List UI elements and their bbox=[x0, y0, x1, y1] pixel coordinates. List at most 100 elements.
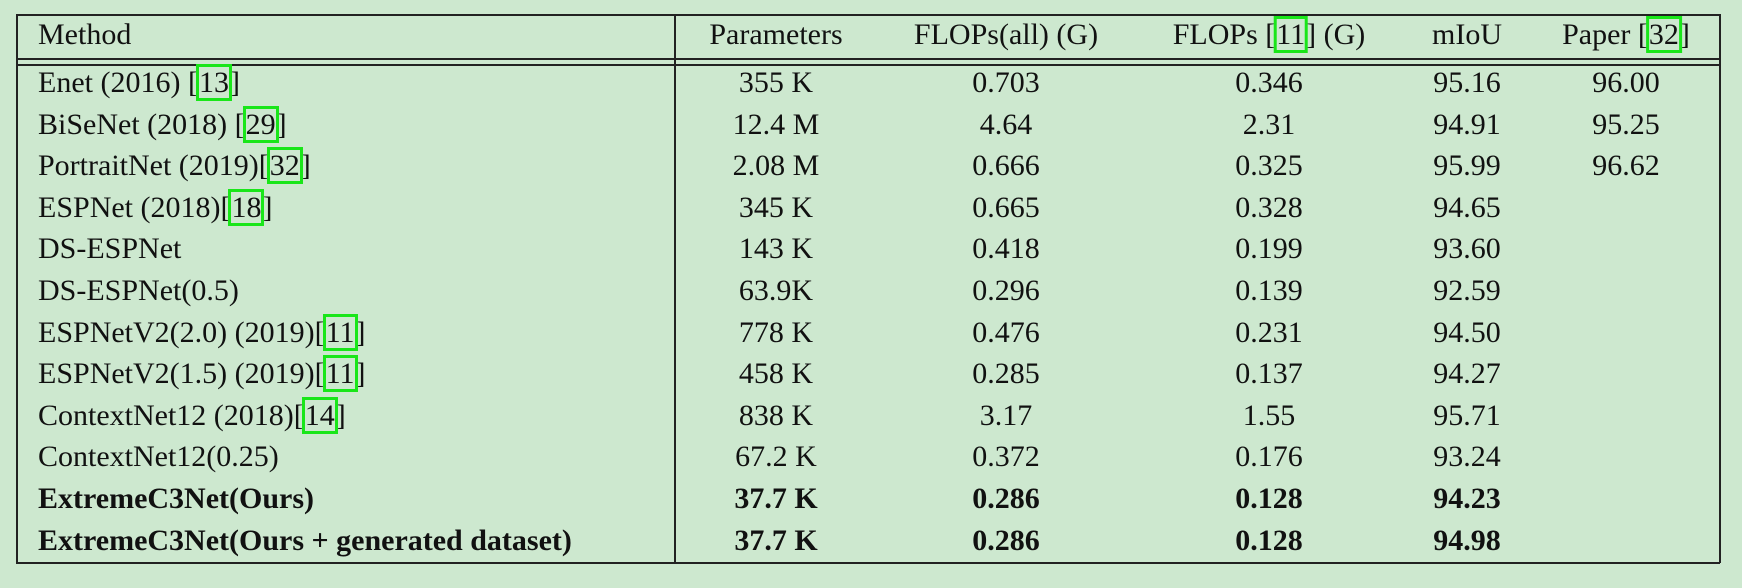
table-cell: ContextNet12(0.25) bbox=[38, 440, 279, 474]
text: ContextNet12 (2018)[ bbox=[38, 398, 304, 432]
rule bbox=[16, 14, 1720, 16]
table-cell: 94.23 bbox=[1433, 482, 1501, 515]
table-cell: 94.91 bbox=[1433, 107, 1501, 141]
table-cell: 0.128 bbox=[1235, 482, 1303, 515]
table-cell: 95.16 bbox=[1433, 66, 1501, 99]
text: Enet (2016) [ bbox=[38, 66, 198, 99]
table-cell: 0.139 bbox=[1235, 274, 1303, 307]
table-cell: 0.328 bbox=[1235, 190, 1303, 224]
citation: 11 bbox=[322, 355, 358, 393]
text: ESPNet (2018)[ bbox=[38, 190, 231, 224]
text: ] bbox=[300, 149, 311, 183]
table-cell: 94.50 bbox=[1433, 315, 1501, 349]
header-cell: FLOPs [11] (G) bbox=[1172, 16, 1366, 53]
table-cell: 2.08 M bbox=[732, 149, 820, 183]
text: FLOPs [ bbox=[1172, 18, 1276, 51]
table-cell: 778 K bbox=[738, 315, 814, 349]
citation: 11 bbox=[1273, 16, 1309, 53]
table-cell: ContextNet12 (2018)[14] bbox=[38, 396, 346, 434]
header-cell: Parameters bbox=[709, 18, 843, 51]
citation: 13 bbox=[195, 64, 232, 101]
table-cell: Enet (2016) [13] bbox=[38, 64, 240, 101]
header-cell: Method bbox=[38, 18, 132, 51]
citation: 11 bbox=[322, 313, 358, 351]
table-cell: 0.372 bbox=[972, 440, 1040, 474]
table-cell: BiSeNet (2018) [29] bbox=[38, 105, 287, 143]
table-cell: 0.665 bbox=[972, 190, 1040, 224]
text: PortraitNet (2019)[ bbox=[38, 149, 269, 183]
table-cell: 0.325 bbox=[1235, 149, 1303, 183]
table-cell: 67.2 K bbox=[735, 440, 817, 474]
table-cell: 0.703 bbox=[972, 66, 1040, 99]
citation: 14 bbox=[301, 396, 338, 434]
table-cell: 0.231 bbox=[1235, 315, 1303, 349]
rule bbox=[674, 14, 676, 563]
rule bbox=[16, 562, 1720, 564]
table-cell: DS-ESPNet bbox=[38, 232, 182, 266]
table-cell: 95.25 bbox=[1592, 107, 1660, 141]
table-cell: 355 K bbox=[738, 66, 814, 99]
header-cell: FLOPs(all) (G) bbox=[913, 18, 1099, 51]
table-cell: 0.199 bbox=[1235, 232, 1303, 266]
table-cell: ExtremeC3Net(Ours) bbox=[38, 482, 315, 515]
text: ] bbox=[1679, 18, 1690, 51]
citation: 29 bbox=[242, 105, 279, 143]
table-cell: 0.418 bbox=[972, 232, 1040, 266]
table-cell: 0.128 bbox=[1235, 523, 1303, 557]
table-cell: 2.31 bbox=[1242, 107, 1296, 141]
header-cell: mIoU bbox=[1432, 18, 1502, 51]
table-cell: 37.7 K bbox=[734, 523, 818, 557]
table-cell: 0.137 bbox=[1235, 357, 1303, 391]
table-cell: 143 K bbox=[738, 232, 814, 266]
table-cell: 0.286 bbox=[972, 482, 1040, 515]
table-cell: ESPNet (2018)[18] bbox=[38, 188, 273, 226]
table-cell: 93.60 bbox=[1433, 232, 1501, 266]
table-cell: 95.71 bbox=[1433, 398, 1501, 432]
table-cell: 94.65 bbox=[1433, 190, 1501, 224]
table-cell: 4.64 bbox=[979, 107, 1033, 141]
citation: 32 bbox=[1645, 16, 1682, 53]
citation: 32 bbox=[266, 147, 303, 185]
table-cell: 0.346 bbox=[1235, 66, 1303, 99]
table-cell: 0.476 bbox=[972, 315, 1040, 349]
rule bbox=[1719, 14, 1721, 563]
table-cell: 345 K bbox=[738, 190, 814, 224]
rule bbox=[16, 58, 1720, 60]
text: ] bbox=[335, 398, 346, 432]
header-cell: Paper [32] bbox=[1562, 16, 1690, 53]
text: Paper [ bbox=[1562, 18, 1648, 51]
table-cell: 63.9K bbox=[738, 274, 814, 307]
text: ] bbox=[229, 66, 240, 99]
table-cell: 0.296 bbox=[972, 274, 1040, 307]
citation: 18 bbox=[228, 188, 265, 226]
table-cell: 95.99 bbox=[1433, 149, 1501, 183]
table-cell: ESPNetV2(1.5) (2019)[11] bbox=[38, 355, 366, 393]
table-cell: DS-ESPNet(0.5) bbox=[38, 274, 239, 307]
text: ] bbox=[276, 107, 287, 141]
table-cell: 92.59 bbox=[1433, 274, 1501, 307]
table-cell: 458 K bbox=[738, 357, 814, 391]
table-cell: 96.00 bbox=[1592, 66, 1660, 99]
table-cell: 0.666 bbox=[972, 149, 1040, 183]
text: BiSeNet (2018) [ bbox=[38, 107, 245, 141]
table-cell: 96.62 bbox=[1592, 149, 1660, 183]
table-cell: PortraitNet (2019)[32] bbox=[38, 147, 311, 185]
table-cell: ExtremeC3Net(Ours + generated dataset) bbox=[38, 523, 572, 557]
table-cell: 94.98 bbox=[1433, 523, 1501, 557]
table-cell: 0.285 bbox=[972, 357, 1040, 391]
text: ] bbox=[355, 357, 366, 391]
table-cell: 3.17 bbox=[979, 398, 1033, 432]
table-cell: 93.24 bbox=[1433, 440, 1501, 474]
table-cell: 12.4 M bbox=[732, 107, 820, 141]
table-cell: 37.7 K bbox=[734, 482, 818, 515]
table-cell: 0.176 bbox=[1235, 440, 1303, 474]
text: ESPNetV2(1.5) (2019)[ bbox=[38, 357, 325, 391]
text: ] bbox=[355, 315, 366, 349]
text: ESPNetV2(2.0) (2019)[ bbox=[38, 315, 325, 349]
text: ] (G) bbox=[1306, 18, 1366, 51]
table-cell: 94.27 bbox=[1433, 357, 1501, 391]
table-cell: ESPNetV2(2.0) (2019)[11] bbox=[38, 313, 366, 351]
rule bbox=[16, 64, 1720, 66]
text: ] bbox=[262, 190, 273, 224]
